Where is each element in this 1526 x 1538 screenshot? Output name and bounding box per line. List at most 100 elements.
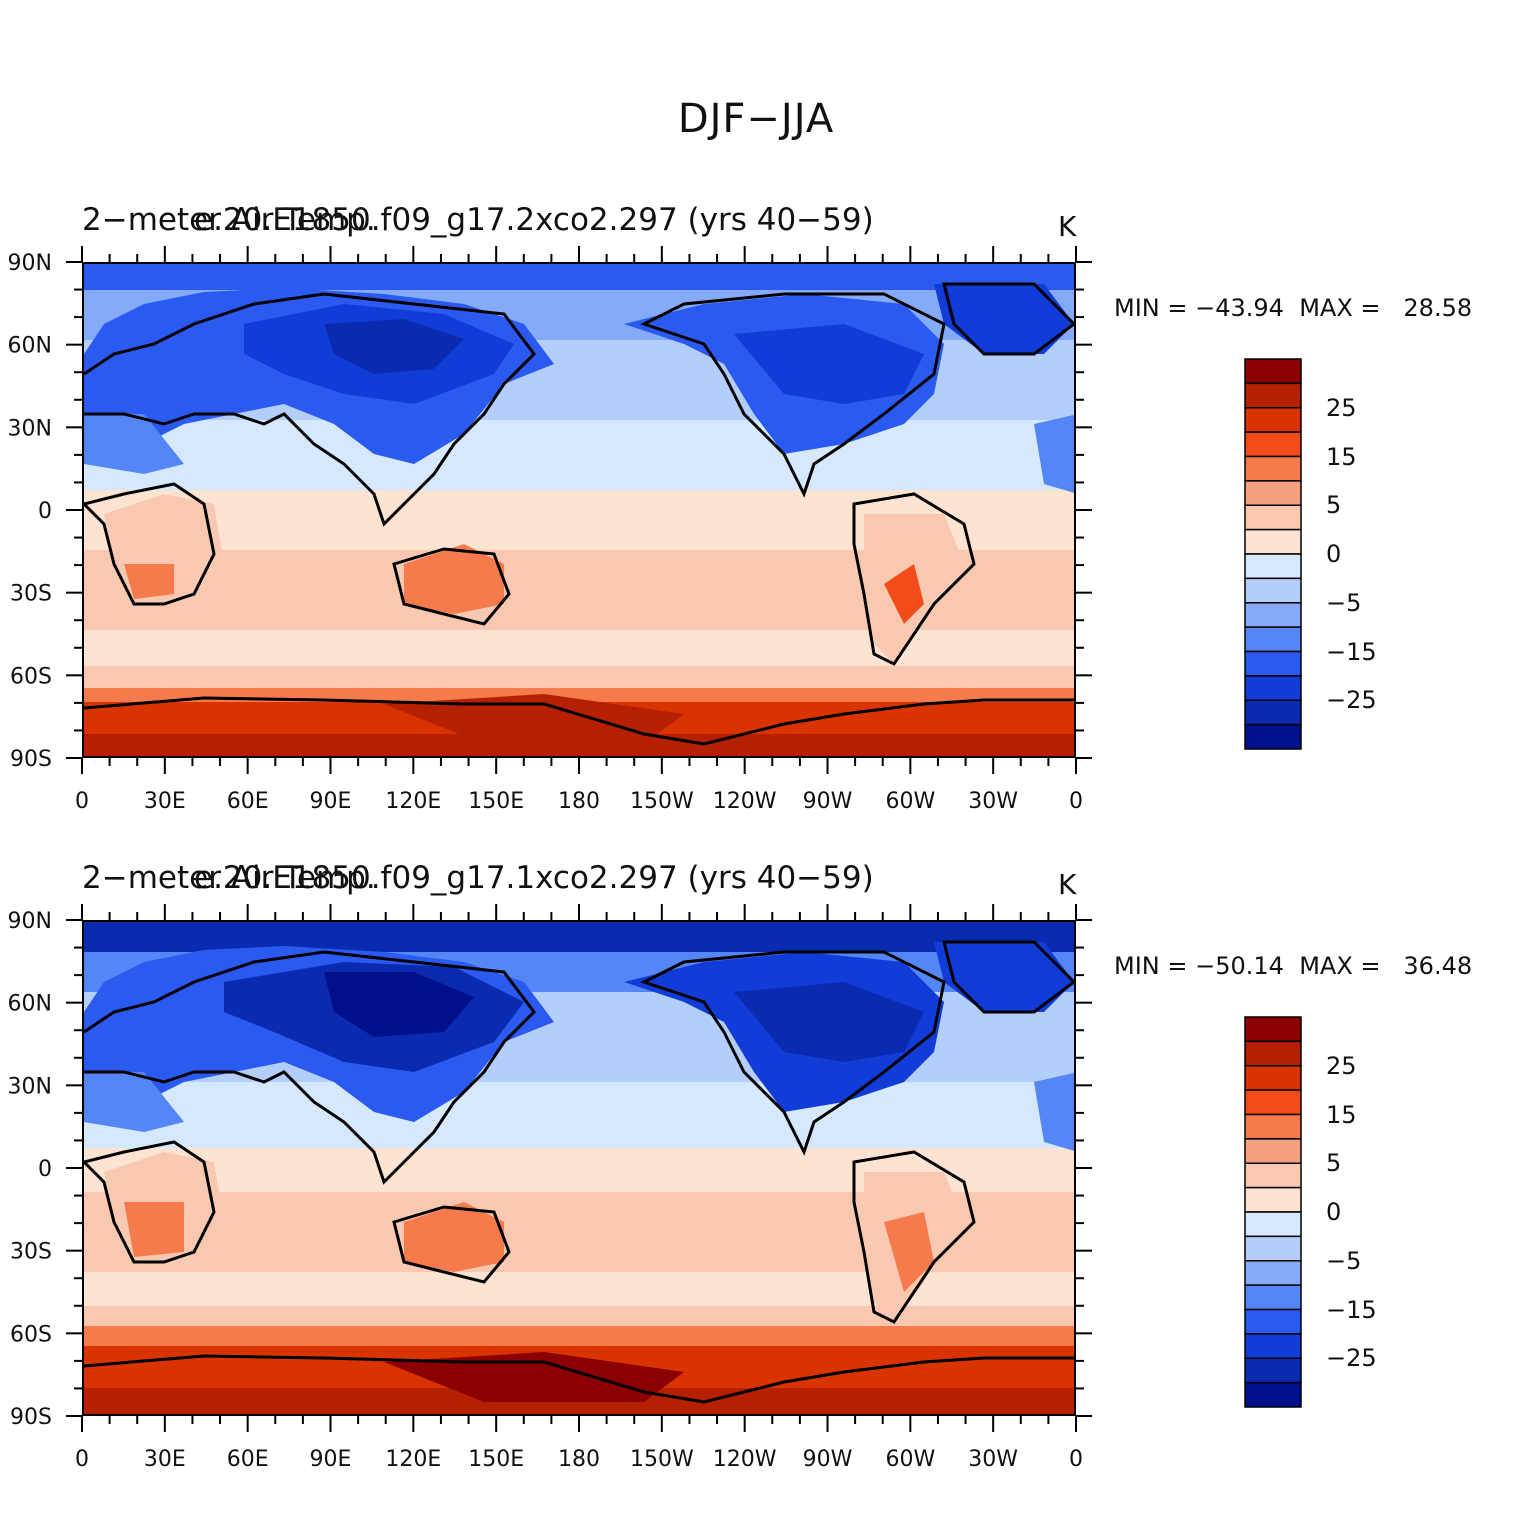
lon-tick-label: 180	[558, 1447, 600, 1472]
lon-tick-label: 150W	[630, 1447, 694, 1472]
map-panel-1xco2: 2−meter Air Temp. e.20.E1850.f09_g17.1xc…	[0, 860, 1526, 1500]
min-value: −50.14	[1195, 952, 1284, 980]
colorbar-swatch	[1244, 407, 1302, 433]
colorbar-swatch	[1244, 528, 1302, 555]
colorbar-swatch	[1244, 1089, 1302, 1116]
lon-tick-label: 60E	[227, 789, 269, 814]
lat-tick-label: 0	[38, 499, 52, 524]
colorbar-swatch	[1244, 358, 1302, 385]
colorbar	[1244, 1016, 1304, 1412]
lat-tick-label: 60N	[8, 334, 52, 359]
colorbar-swatch	[1244, 553, 1302, 580]
min-label: MIN =	[1114, 294, 1196, 322]
colorbar-swatch	[1244, 1381, 1302, 1408]
colorbar-swatch	[1244, 1308, 1302, 1335]
colorbar-swatch	[1244, 675, 1302, 701]
panel-title: 2−meter Air Temp. e.20.E1850.f09_g17.1xc…	[82, 860, 874, 896]
lon-tick-label: 90E	[310, 789, 352, 814]
max-label: MAX =	[1299, 294, 1389, 322]
lon-tick-label: 0	[1069, 789, 1083, 814]
temperature-difference-map	[82, 262, 1076, 758]
lon-tick-label: 120W	[713, 1447, 777, 1472]
colorbar-label: 5	[1326, 491, 1342, 520]
colorbar-swatch	[1244, 382, 1302, 409]
colorbar-swatch	[1244, 1065, 1302, 1091]
max-value: 28.58	[1403, 294, 1473, 322]
colorbar-swatch	[1244, 699, 1302, 726]
lon-tick-label: 0	[1069, 1447, 1083, 1472]
colorbar-label: 15	[1326, 442, 1357, 471]
lat-tick-label: 30S	[10, 1240, 52, 1265]
panel-variable-name: 2−meter Air Temp.	[82, 202, 376, 238]
colorbar-label: −15	[1326, 637, 1377, 666]
colorbar-swatch	[1244, 1162, 1302, 1189]
lon-tick-label: 150W	[630, 789, 694, 814]
colorbar-swatch	[1244, 1186, 1302, 1213]
lon-tick-label: 90W	[803, 1447, 853, 1472]
figure-title: DJF−JJA	[677, 96, 835, 142]
lon-tick-label: 0	[75, 1447, 89, 1472]
lon-tick-label: 60W	[885, 1447, 935, 1472]
lon-tick-label: 180	[558, 789, 600, 814]
lon-tick-label: 120E	[385, 789, 441, 814]
lat-tick-label: 90N	[8, 251, 52, 276]
map-field	[84, 922, 1074, 1414]
colorbar-label: −5	[1326, 1246, 1362, 1275]
colorbar-label: 15	[1326, 1100, 1357, 1129]
panel-title: 2−meter Air Temp. e.20.E1850.f09_g17.2xc…	[82, 202, 874, 238]
colorbar-label: 0	[1326, 1198, 1342, 1226]
lat-tick-label: 90S	[10, 747, 52, 772]
lon-tick-label: 30E	[144, 789, 186, 814]
colorbar-swatch	[1244, 1211, 1302, 1238]
colorbar-label: −25	[1326, 1344, 1377, 1373]
lon-tick-label: 150E	[468, 789, 524, 814]
lat-tick-label: 90N	[8, 909, 52, 934]
map-field	[84, 264, 1074, 756]
units-label: K	[1058, 210, 1077, 243]
colorbar-label: 25	[1326, 393, 1357, 422]
colorbar-swatch	[1244, 1260, 1302, 1286]
lon-tick-label: 30W	[968, 1447, 1018, 1472]
map-panel-2xco2: 2−meter Air Temp. e.20.E1850.f09_g17.2xc…	[0, 202, 1526, 842]
lon-tick-label: 30W	[968, 789, 1018, 814]
min-max-readout: MIN = −50.14 MAX = 36.48	[1114, 952, 1472, 980]
units-label: K	[1058, 868, 1077, 901]
colorbar-swatch	[1244, 504, 1302, 531]
max-label: MAX =	[1299, 952, 1389, 980]
max-value: 36.48	[1403, 952, 1473, 980]
colorbar-swatch	[1244, 1284, 1302, 1311]
min-value: −43.94	[1195, 294, 1284, 322]
panel-case-name: e.20.E1850.f09_g17.1xco2.297 (yrs 40−59)	[194, 860, 874, 896]
lon-tick-label: 150E	[468, 1447, 524, 1472]
lon-tick-label: 90W	[803, 789, 853, 814]
colorbar-swatch	[1244, 1333, 1302, 1359]
lat-tick-label: 60S	[10, 1322, 52, 1347]
lat-tick-label: 30N	[8, 416, 52, 441]
lon-tick-label: 120W	[713, 789, 777, 814]
lat-tick-label: 60N	[8, 992, 52, 1017]
min-max-readout: MIN = −43.94 MAX = 28.58	[1114, 294, 1472, 322]
colorbar-label: 0	[1326, 540, 1342, 568]
lat-tick-label: 0	[38, 1157, 52, 1182]
lat-tick-label: 90S	[10, 1405, 52, 1430]
colorbar-swatch	[1244, 455, 1302, 482]
map-axes: 90N 60N 30N 0 30S 60S 90S 0 30E 60E 90E 120E 150E 180…	[8, 246, 1092, 814]
colorbar-label: −15	[1326, 1295, 1377, 1324]
colorbar-swatch	[1244, 602, 1302, 628]
coastlines	[84, 940, 1074, 1404]
colorbar-swatch	[1244, 626, 1302, 653]
panel-variable-name: 2−meter Air Temp.	[82, 860, 376, 896]
colorbar-swatch	[1244, 577, 1302, 604]
lon-tick-label: 120E	[385, 1447, 441, 1472]
colorbar-label: −5	[1326, 588, 1362, 617]
colorbar-swatch	[1244, 1016, 1302, 1043]
colorbar-label: 25	[1326, 1051, 1357, 1080]
colorbar-swatch	[1244, 480, 1302, 506]
lon-tick-label: 60W	[885, 789, 935, 814]
colorbar-label: −25	[1326, 686, 1377, 715]
colorbar-swatch	[1244, 650, 1302, 677]
coastlines	[84, 282, 1074, 746]
colorbar-swatch	[1244, 431, 1302, 458]
lon-tick-label: 60E	[227, 1447, 269, 1472]
lat-tick-label: 30S	[10, 582, 52, 607]
